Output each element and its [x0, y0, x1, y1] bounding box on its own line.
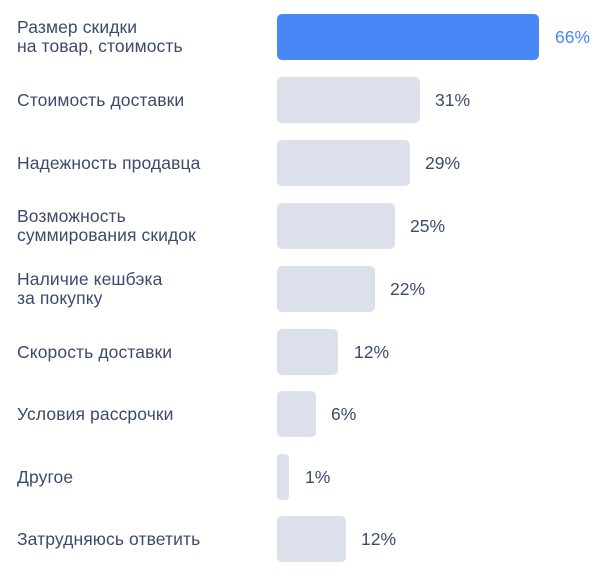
category-label: Наличие кешбэка за покупку — [17, 269, 163, 308]
category-label: Надежность продавца — [17, 152, 201, 173]
bar-row: Размер скидки на товар, стоимость 66% — [0, 14, 600, 60]
bar — [277, 454, 289, 500]
bar-row: Надежность продавца 29% — [0, 140, 600, 186]
bar — [277, 14, 539, 60]
bar-row: Стоимость доставки 31% — [0, 77, 600, 123]
bar-row: Наличие кешбэка за покупку 22% — [0, 266, 600, 312]
value-label: 25% — [410, 215, 446, 236]
value-label: 22% — [390, 278, 426, 299]
value-label: 12% — [361, 528, 397, 549]
value-label: 6% — [331, 403, 357, 424]
bar — [277, 140, 410, 186]
value-label: 1% — [305, 466, 331, 487]
category-label: Стоимость доставки — [17, 89, 185, 110]
bar — [277, 329, 338, 375]
bar-row: Скорость доставки 12% — [0, 329, 600, 375]
category-label: Возможность суммирования скидок — [17, 206, 196, 245]
bar — [277, 516, 346, 562]
bar — [277, 266, 375, 312]
category-label: Условия рассрочки — [17, 403, 174, 424]
bar — [277, 203, 395, 249]
value-label: 12% — [354, 341, 390, 362]
bar-row: Затрудняюсь ответить 12% — [0, 516, 600, 562]
category-label: Затрудняюсь ответить — [17, 528, 201, 549]
bar — [277, 391, 316, 437]
category-label: Другое — [17, 466, 74, 487]
value-label: 31% — [435, 89, 471, 110]
category-label: Размер скидки на товар, стоимость — [17, 17, 183, 56]
value-label: 29% — [425, 152, 461, 173]
bar-row: Условия рассрочки 6% — [0, 391, 600, 437]
bar-row: Возможность суммирования скидок 25% — [0, 203, 600, 249]
bar — [277, 77, 420, 123]
bar-row: Другое 1% — [0, 454, 600, 500]
category-label: Скорость доставки — [17, 341, 173, 362]
value-label: 66% — [555, 26, 591, 47]
